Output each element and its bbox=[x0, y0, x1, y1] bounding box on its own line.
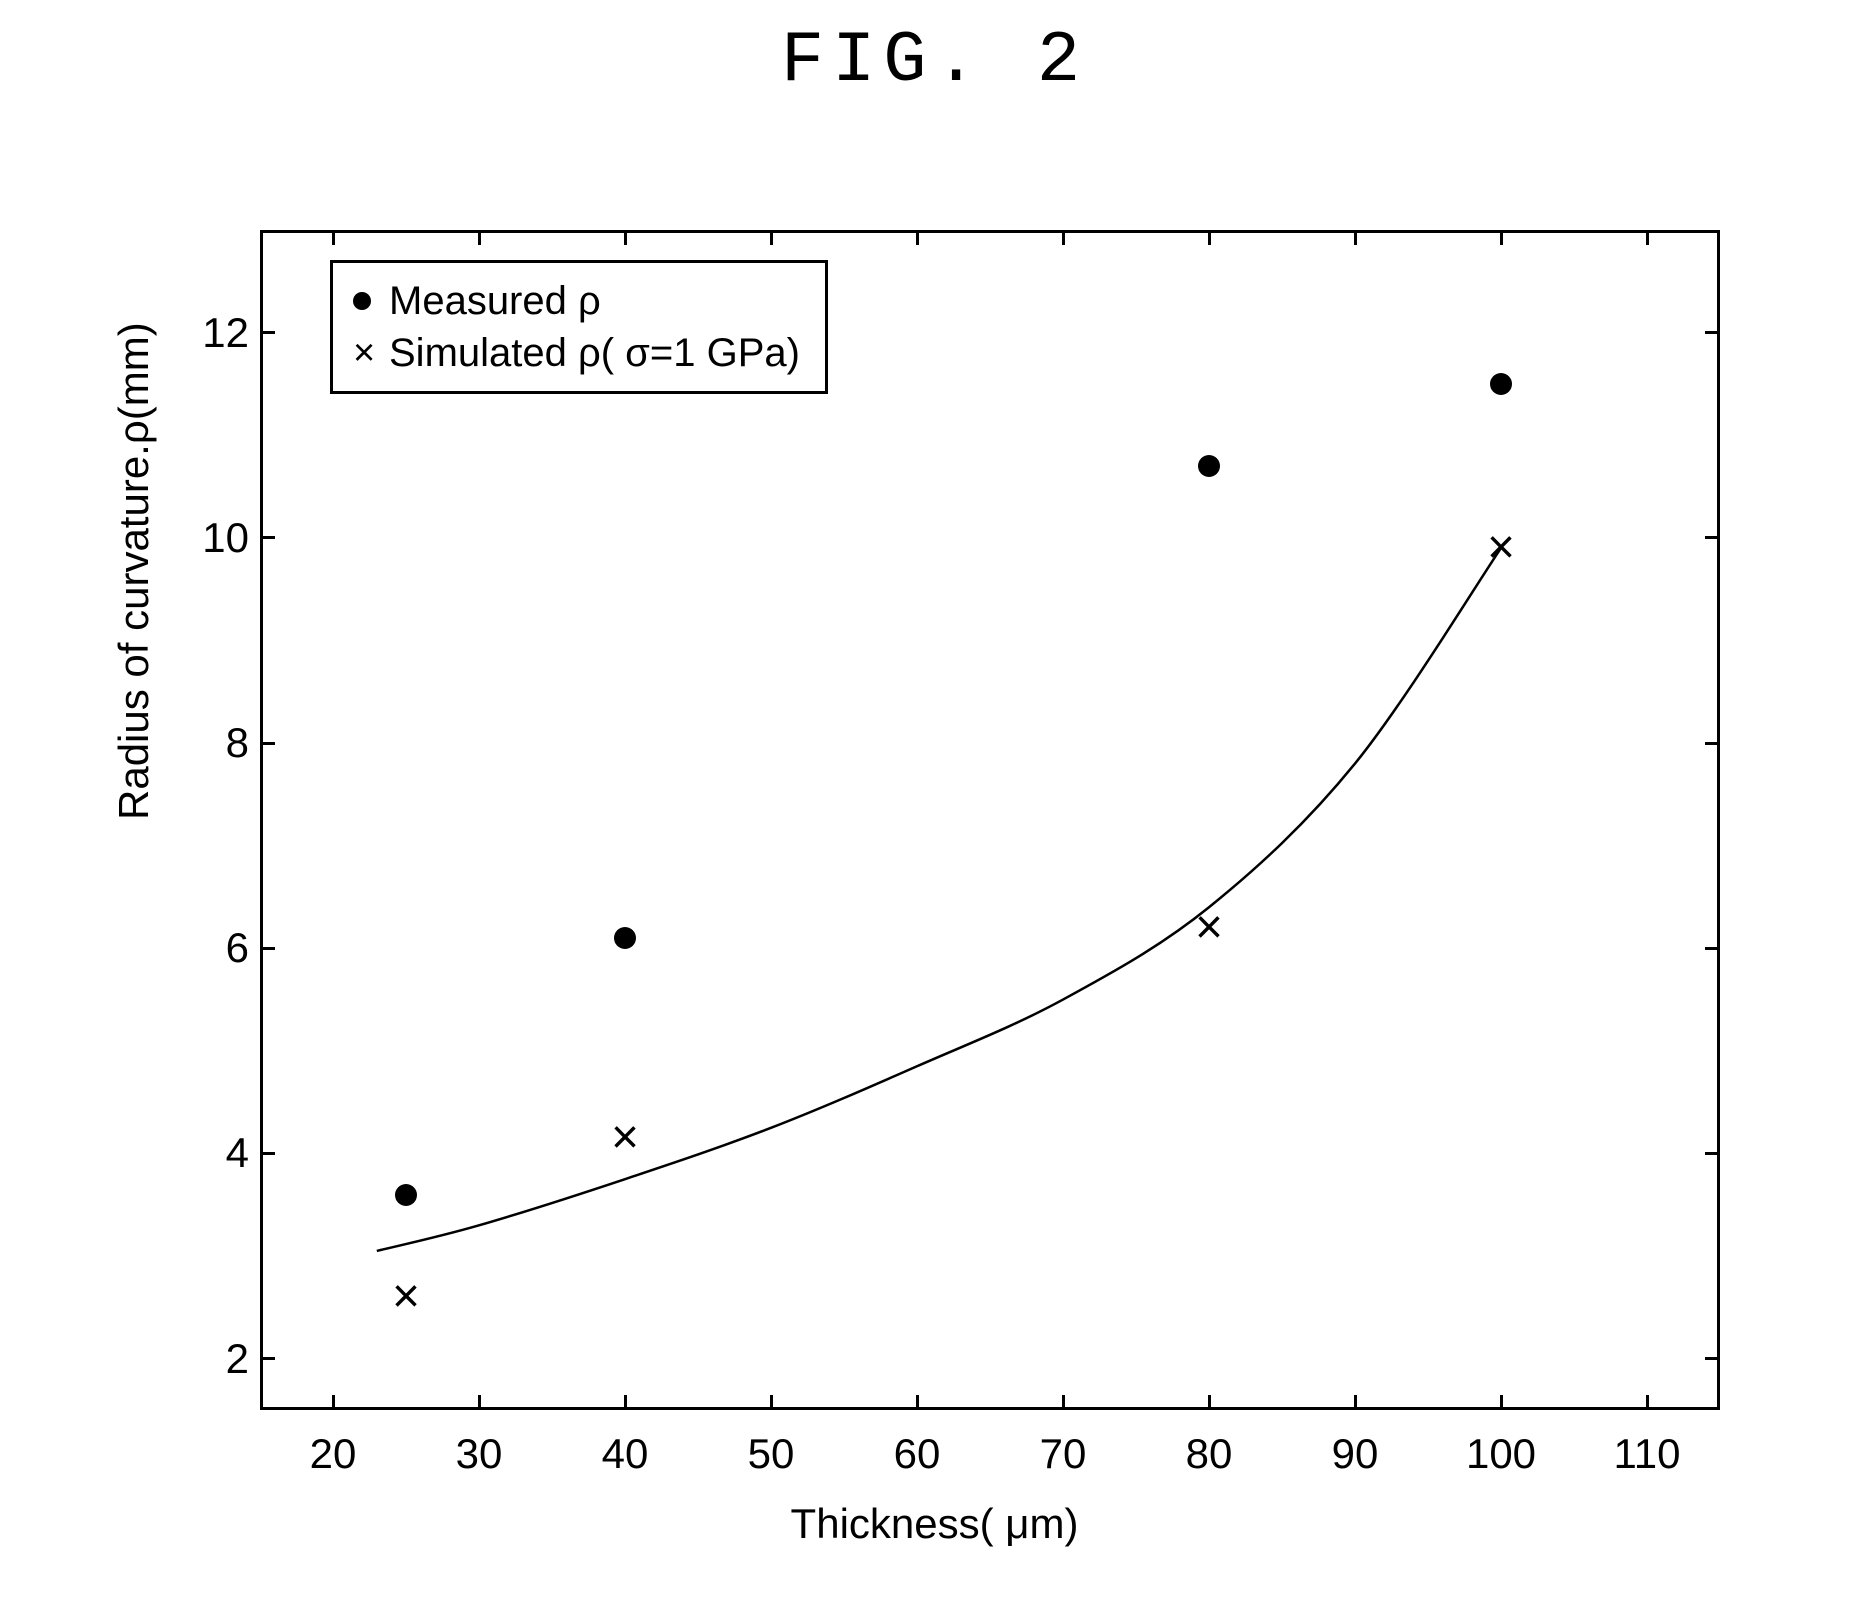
x-tick bbox=[1500, 1395, 1503, 1410]
x-tick-label: 100 bbox=[1466, 1430, 1536, 1478]
x-tick bbox=[770, 230, 773, 245]
x-tick bbox=[1208, 230, 1211, 245]
x-tick bbox=[770, 1395, 773, 1410]
x-tick bbox=[1208, 1395, 1211, 1410]
y-tick bbox=[1705, 742, 1720, 745]
x-tick bbox=[1646, 1395, 1649, 1410]
x-tick bbox=[916, 230, 919, 245]
y-tick-label: 8 bbox=[226, 719, 249, 767]
legend-item-measured: Measured ρ bbox=[353, 275, 800, 327]
y-tick bbox=[260, 947, 275, 950]
y-tick-label: 12 bbox=[202, 309, 249, 357]
y-tick bbox=[1705, 331, 1720, 334]
x-tick bbox=[1500, 230, 1503, 245]
y-tick bbox=[260, 1152, 275, 1155]
y-tick bbox=[260, 331, 275, 334]
legend-label-simulated: Simulated ρ( σ=1 GPa) bbox=[389, 331, 800, 376]
plot-border bbox=[260, 230, 1720, 1410]
x-axis-label: Thickness( μm) bbox=[791, 1500, 1079, 1548]
data-point-measured bbox=[1198, 455, 1220, 477]
x-tick bbox=[1062, 230, 1065, 245]
data-point-measured bbox=[1490, 373, 1512, 395]
chart-plot-area bbox=[260, 230, 1720, 1410]
x-tick bbox=[624, 1395, 627, 1410]
legend: Measured ρ × Simulated ρ( σ=1 GPa) bbox=[330, 260, 828, 394]
data-point-simulated: × bbox=[1195, 904, 1223, 952]
y-tick bbox=[1705, 1152, 1720, 1155]
x-tick bbox=[624, 230, 627, 245]
y-tick-label: 10 bbox=[202, 514, 249, 562]
x-tick-label: 40 bbox=[602, 1430, 649, 1478]
figure-container: FIG. 2 Radius of curvature.ρ(mm) Thickne… bbox=[0, 0, 1869, 1618]
data-point-measured bbox=[395, 1184, 417, 1206]
y-axis-label: Radius of curvature.ρ(mm) bbox=[110, 322, 158, 820]
figure-title: FIG. 2 bbox=[781, 20, 1088, 102]
y-tick bbox=[1705, 1357, 1720, 1360]
y-tick bbox=[260, 742, 275, 745]
x-tick bbox=[478, 1395, 481, 1410]
x-tick-label: 50 bbox=[748, 1430, 795, 1478]
y-tick bbox=[1705, 536, 1720, 539]
data-point-measured bbox=[614, 927, 636, 949]
x-tick-label: 80 bbox=[1186, 1430, 1233, 1478]
x-tick bbox=[1062, 1395, 1065, 1410]
x-tick bbox=[1646, 230, 1649, 245]
legend-label-measured: Measured ρ bbox=[389, 279, 601, 324]
x-tick bbox=[1354, 1395, 1357, 1410]
x-tick-label: 60 bbox=[894, 1430, 941, 1478]
y-tick-label: 2 bbox=[226, 1335, 249, 1383]
x-tick-label: 30 bbox=[456, 1430, 503, 1478]
x-tick-label: 110 bbox=[1614, 1430, 1681, 1478]
x-tick bbox=[916, 1395, 919, 1410]
x-tick-label: 70 bbox=[1040, 1430, 1087, 1478]
data-point-simulated: × bbox=[611, 1114, 639, 1162]
y-tick-label: 6 bbox=[226, 924, 249, 972]
y-tick bbox=[260, 1357, 275, 1360]
y-tick-label: 4 bbox=[226, 1129, 249, 1177]
y-tick bbox=[260, 536, 275, 539]
data-point-simulated: × bbox=[1487, 524, 1515, 572]
x-tick bbox=[1354, 230, 1357, 245]
x-tick bbox=[478, 230, 481, 245]
data-point-simulated: × bbox=[392, 1273, 420, 1321]
x-tick-label: 90 bbox=[1332, 1430, 1379, 1478]
x-tick-label: 20 bbox=[310, 1430, 357, 1478]
x-tick bbox=[332, 230, 335, 245]
dot-icon bbox=[353, 292, 371, 310]
legend-item-simulated: × Simulated ρ( σ=1 GPa) bbox=[353, 327, 800, 379]
x-tick bbox=[332, 1395, 335, 1410]
x-marker-icon: × bbox=[353, 334, 371, 372]
y-tick bbox=[1705, 947, 1720, 950]
